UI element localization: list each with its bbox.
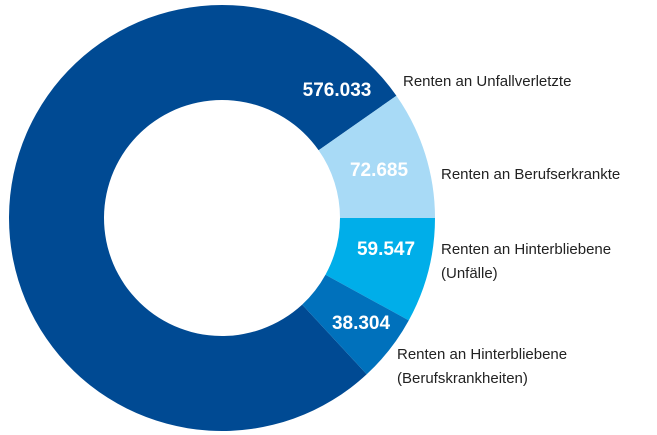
category-label: Renten an Hinterbliebene (Berufskrankhei… [397,346,568,387]
donut-segment [9,5,397,432]
donut-segment [318,95,435,219]
category-label: Renten an Unfallverletzte [403,73,572,90]
donut-segment [325,218,435,321]
value-label: 576.033 [303,80,372,101]
value-label: 72.685 [350,160,409,181]
value-label: 59.547 [357,239,415,260]
category-label: Renten an Hinterbliebene (Unfälle) [441,241,612,282]
category-label: Renten an Berufserkrankte [441,166,621,183]
value-label: 38.304 [332,313,391,334]
donut-segment [302,274,409,375]
